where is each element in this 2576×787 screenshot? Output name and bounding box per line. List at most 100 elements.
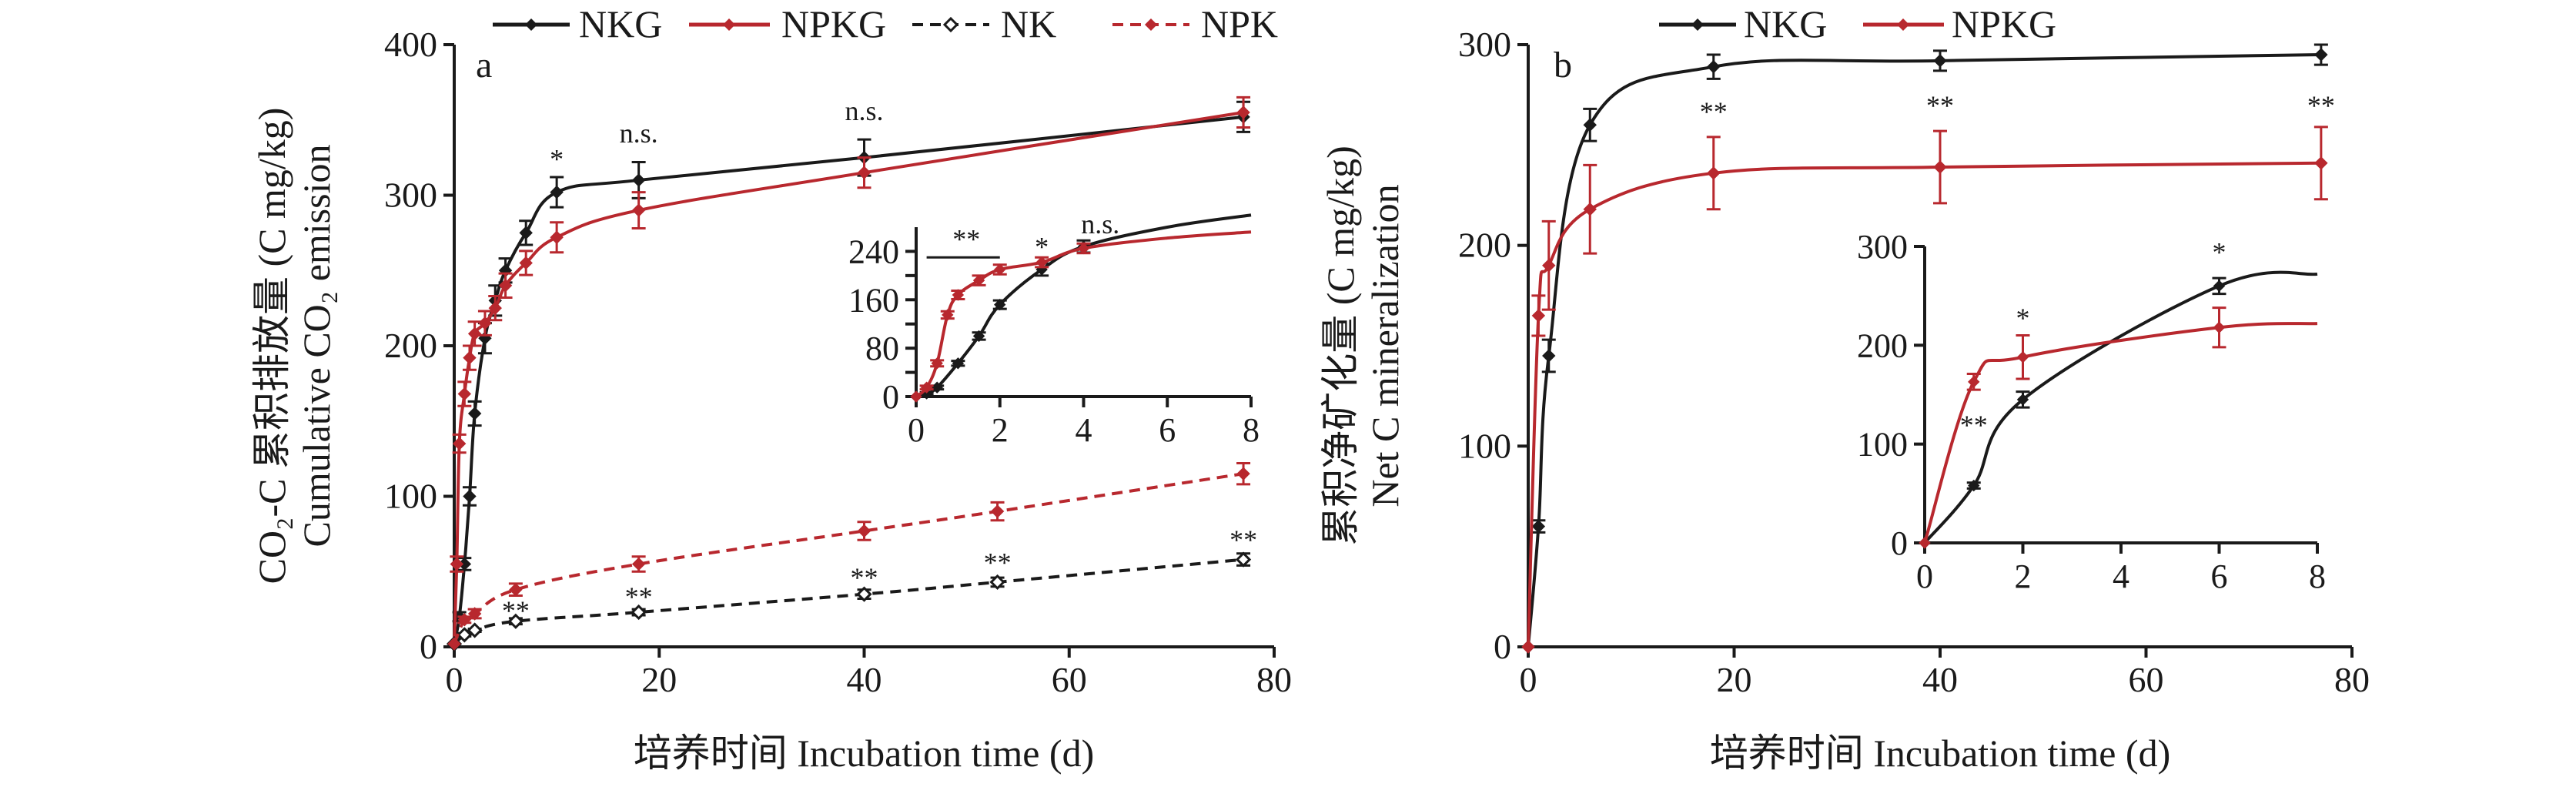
- panel-a-y-tick-label: 200: [384, 326, 437, 365]
- panel-a-inset-point-npkg: [910, 390, 922, 403]
- panel-a-significance-label: **: [851, 562, 878, 593]
- panel-a-point-npkg: [1236, 105, 1250, 119]
- panel-b-inset-y-tick-label: 300: [1857, 228, 1908, 266]
- panel-b-legend: NKG NPKG: [1659, 2, 2056, 45]
- panel-a-inset-point-npkg: [994, 263, 1006, 276]
- panel-a-significance-label: n.s.: [620, 118, 658, 149]
- legend-item-nkg-b: NKG: [1659, 2, 1827, 45]
- panel-b-ylabel-line2: Net C mineralization: [1363, 184, 1407, 507]
- panel-b-point-npkg: [1933, 160, 1947, 174]
- panel-b-inset-annotations: ****: [1960, 236, 2226, 440]
- panel-a-inset-point-npkg: [972, 274, 985, 286]
- panel-a-x-tick-label: 20: [641, 660, 677, 699]
- panel-a-point-nk: [1235, 551, 1252, 568]
- panel-b-x-tick-label: 20: [1717, 660, 1752, 699]
- panel-a-point-npk: [1236, 467, 1250, 481]
- panel-a-inset-significance-label: **: [952, 224, 980, 255]
- panel-a-significance-label: **: [984, 547, 1012, 578]
- panel-a-line-npkg: [453, 110, 1244, 645]
- panel-a-point-nkg: [467, 407, 482, 420]
- panel-b-inset-x-tick-label: 4: [2113, 558, 2129, 595]
- panel-a-inset-annotations: ** *n.s.: [926, 209, 1119, 263]
- panel-a-legend: NKG NPKG NK NPK: [493, 2, 1278, 45]
- panel-b-inset-x-tick-label: 8: [2309, 558, 2326, 595]
- panel-b-point-nkg: [1531, 519, 1546, 534]
- panel-a-significance-label: **: [502, 595, 530, 626]
- panel-a-point-nkg: [631, 173, 646, 187]
- panel-a-point-nk: [467, 622, 483, 638]
- panel-a-x-tick-label: 0: [446, 660, 463, 699]
- panel-b-inset-significance-label: **: [1960, 410, 1988, 440]
- panel-a-inset-y-tick-label: 160: [848, 281, 899, 319]
- panel-a-point-npkg: [631, 203, 646, 217]
- panel-a-inset-x-tick-label: 4: [1076, 411, 1092, 449]
- legend-label-nkg: NKG: [579, 2, 662, 45]
- panel-b-inset-y-tick-label: 200: [1857, 327, 1908, 364]
- panel-b-inset-point-nkg: [2213, 280, 2226, 293]
- panel-a-inset-x-tick-label: 0: [908, 411, 925, 449]
- panel-a-significance-label: **: [1229, 524, 1257, 555]
- panel-a-point-npkg: [457, 387, 472, 401]
- panel-a-point-nk: [507, 613, 524, 629]
- panel-a-point-npkg: [450, 557, 464, 571]
- panel-a-point-npkg: [519, 256, 533, 270]
- panel-b-inset-line-nkg: [1923, 270, 2318, 544]
- panel-b-point-npkg: [1542, 259, 1556, 273]
- panel-b-point-npkg: [1521, 640, 1535, 654]
- panel-a-inset-y-tick-label: 0: [882, 378, 899, 416]
- panel-a-point-nk: [989, 574, 1005, 591]
- panel-a-inset-point-npkg: [942, 309, 954, 321]
- panel-a-x-tick-label: 40: [847, 660, 882, 699]
- legend-item-npkg-b: NPKG: [1863, 2, 2056, 45]
- panel-a-inset-y-tick-label: 80: [865, 330, 899, 367]
- panel-a-point-npkg: [488, 301, 502, 315]
- panel-a-inset-point-npkg: [1077, 242, 1090, 255]
- panel-a-point-npkg: [463, 350, 477, 365]
- panel-a-inset-point-npkg: [920, 381, 933, 394]
- panel-b-y-tick-label: 0: [1494, 627, 1511, 666]
- panel-a-annotations: * n.s. n.s. ** ** ** ** **: [502, 95, 1257, 626]
- panel-b-point-nkg: [1707, 59, 1721, 74]
- panel-b-y-tick-label: 200: [1458, 226, 1511, 265]
- panel-b-x-tick-label: 40: [1922, 660, 1958, 699]
- panel-b-significance-label: **: [1700, 96, 1728, 127]
- legend-item-nkg: NKG: [493, 2, 662, 45]
- panel-a-point-npk: [990, 504, 1005, 518]
- panel-a-point-npkg: [467, 327, 482, 341]
- panel-b-inset-point-nkg: [2016, 394, 2029, 406]
- panel-a-point-nk: [631, 604, 647, 621]
- panel-a-inset-significance-label: n.s.: [1081, 209, 1119, 239]
- panel-a-point-nk: [856, 586, 872, 602]
- panel-b-significance-label: **: [2307, 90, 2335, 121]
- panel-b-point-npkg: [1707, 166, 1721, 180]
- panel-b-inset-point-nkg: [1968, 479, 1980, 492]
- panel-b-annotations: ** ** **: [1700, 90, 2335, 127]
- panel-a-y-tick-label: 0: [420, 627, 437, 666]
- panel-a-inset-x-tick-label: 2: [992, 411, 1009, 449]
- panel-a-inset-significance-label: *: [1035, 232, 1049, 263]
- panel-a-point-npkg: [498, 279, 513, 293]
- panel-b-point-npkg: [2314, 156, 2328, 170]
- panel-b-inset-point-npkg: [2016, 351, 2029, 363]
- panel-a-y-tick-label: 100: [384, 477, 437, 516]
- legend-label-nk: NK: [1001, 2, 1056, 45]
- panel-b-significance-label: **: [1926, 90, 1954, 121]
- panel-b-letter: b: [1554, 45, 1572, 85]
- legend-label-npk: NPK: [1201, 2, 1278, 45]
- panel-b-point-nkg: [2314, 48, 2328, 62]
- panel-b-inset-significance-label: *: [2213, 236, 2226, 267]
- legend-label-npkg: NPKG: [781, 2, 886, 45]
- panel-a-point-nkg: [550, 185, 564, 199]
- panel-a-point-npkg: [550, 230, 564, 244]
- panel-b-point-nkg: [1933, 54, 1947, 68]
- panel-b-point-nkg: [1542, 349, 1556, 363]
- legend-label-nkg-b: NKG: [1744, 2, 1827, 45]
- panel-a-letter: a: [476, 45, 492, 85]
- panel-a-inset-point-nkg: [994, 298, 1006, 311]
- panel-a-series: [446, 95, 1252, 652]
